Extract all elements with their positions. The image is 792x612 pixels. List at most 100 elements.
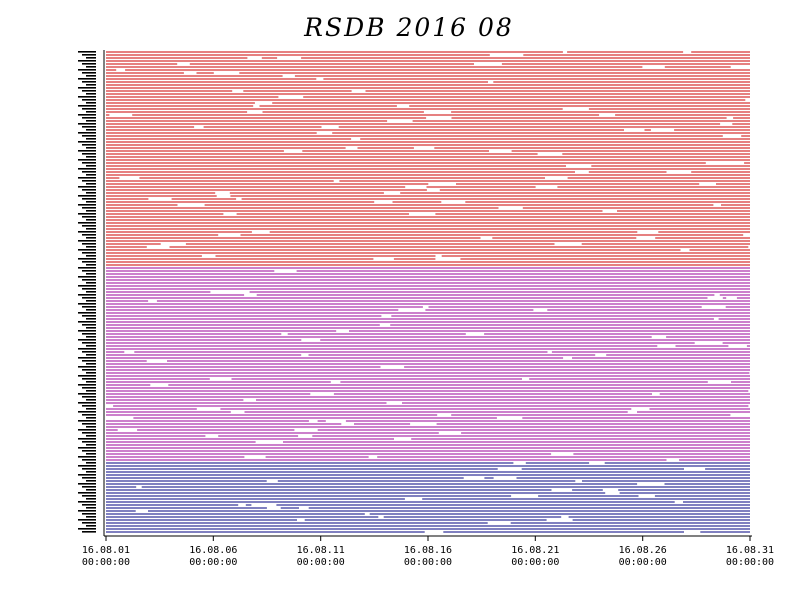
x-tick-date: 16.08.11 (297, 545, 345, 556)
row-label-mark (78, 177, 96, 179)
row-label-mark (86, 255, 96, 257)
x-tick-date: 16.08.21 (511, 545, 559, 556)
row-label-mark (78, 357, 96, 359)
row-label-mark (86, 363, 96, 365)
row-label-mark (82, 261, 96, 263)
row-label-mark (82, 153, 96, 155)
row-label-mark (86, 174, 96, 176)
row-label-mark (82, 63, 96, 65)
row-label-mark (82, 369, 96, 371)
row-label-mark (78, 285, 96, 287)
row-label-mark (82, 189, 96, 191)
row-label-mark (78, 159, 96, 161)
x-tick-date: 16.08.31 (726, 545, 774, 556)
row-label-mark (82, 198, 96, 200)
row-label-mark (82, 513, 96, 515)
row-label-mark (82, 378, 96, 380)
row-label-mark (78, 204, 96, 206)
row-label-mark (78, 168, 96, 170)
row-label-mark (86, 426, 96, 428)
row-label-mark (86, 93, 96, 95)
row-label-mark (86, 201, 96, 203)
row-label-mark (86, 471, 96, 473)
row-label-mark (86, 219, 96, 221)
row-label-mark (86, 264, 96, 266)
row-label-mark (82, 99, 96, 101)
row-label-mark (78, 330, 96, 332)
row-label-mark (78, 213, 96, 215)
row-label-mark (82, 333, 96, 335)
row-label-mark (86, 507, 96, 509)
row-label-mark (86, 309, 96, 311)
row-label-mark (86, 165, 96, 167)
row-label-mark (82, 297, 96, 299)
row-label-mark (78, 465, 96, 467)
row-label-mark (82, 477, 96, 479)
row-label-mark (86, 129, 96, 131)
row-label-mark (82, 252, 96, 254)
row-label-mark (86, 390, 96, 392)
row-label-mark (78, 60, 96, 62)
row-label-mark (82, 171, 96, 173)
row-label-mark (86, 498, 96, 500)
row-label-mark (86, 417, 96, 419)
row-label-mark (78, 438, 96, 440)
row-label-mark (78, 474, 96, 476)
row-label-mark (86, 66, 96, 68)
row-label-mark (86, 354, 96, 356)
row-label-mark (86, 408, 96, 410)
row-label-mark (86, 228, 96, 230)
x-tick-time: 00:00:00 (511, 557, 559, 568)
row-label-mark (86, 435, 96, 437)
row-label-mark (82, 54, 96, 56)
row-label-mark (86, 399, 96, 401)
row-label-mark (78, 267, 96, 269)
row-label-mark (82, 315, 96, 317)
row-label-mark (82, 243, 96, 245)
row-label-mark (86, 381, 96, 383)
row-label-mark (78, 195, 96, 197)
row-label-mark (82, 180, 96, 182)
row-label-mark (78, 393, 96, 395)
row-label-mark (86, 210, 96, 212)
row-label-mark (86, 75, 96, 77)
row-label-mark (78, 186, 96, 188)
x-tick-time: 00:00:00 (404, 557, 452, 568)
row-label-mark (86, 525, 96, 527)
row-label-mark (78, 51, 96, 53)
row-label-mark (82, 234, 96, 236)
row-label-mark (78, 150, 96, 152)
row-label-mark (86, 318, 96, 320)
row-label-mark (78, 366, 96, 368)
row-label-mark (78, 429, 96, 431)
row-label-mark (86, 273, 96, 275)
row-label-mark (86, 111, 96, 113)
row-label-mark (78, 114, 96, 116)
row-label-mark (78, 294, 96, 296)
row-label-mark (78, 339, 96, 341)
row-label-mark (78, 231, 96, 233)
row-label-mark (78, 456, 96, 458)
x-tick-time: 00:00:00 (619, 557, 667, 568)
row-label-mark (86, 156, 96, 158)
row-label-mark (82, 396, 96, 398)
row-label-mark (82, 360, 96, 362)
row-label-mark (82, 162, 96, 164)
row-labels (78, 51, 96, 533)
row-label-mark (86, 453, 96, 455)
row-label-mark (78, 402, 96, 404)
row-label-mark (82, 279, 96, 281)
row-label-mark (78, 411, 96, 413)
row-label-mark (78, 528, 96, 530)
x-tick-date: 16.08.26 (619, 545, 667, 556)
row-label-mark (82, 495, 96, 497)
x-tick-date: 16.08.16 (404, 545, 452, 556)
row-label-mark (86, 462, 96, 464)
data-rows (106, 51, 750, 533)
row-label-mark (78, 303, 96, 305)
row-label-mark (78, 222, 96, 224)
x-axis-ticks: 16.08.0100:00:0016.08.0600:00:0016.08.11… (82, 536, 774, 568)
row-label-mark (82, 405, 96, 407)
row-label-mark (86, 57, 96, 59)
row-label-mark (86, 102, 96, 104)
